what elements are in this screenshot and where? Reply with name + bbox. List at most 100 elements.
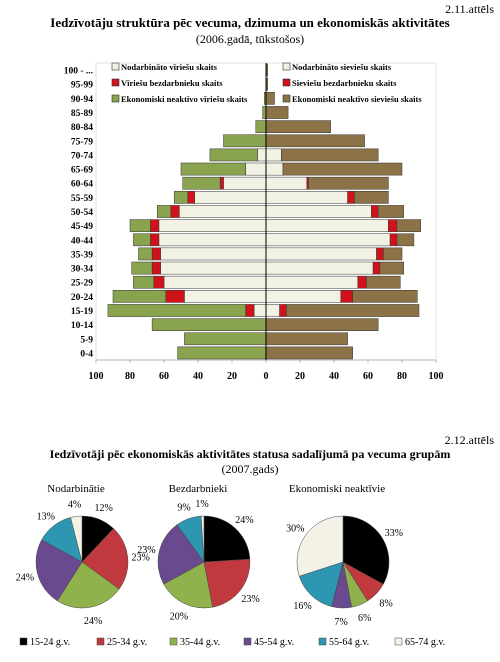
- bar-segment: [265, 318, 379, 331]
- x-tick-label: 40: [193, 371, 203, 382]
- pie-charts: Nodarbinātie 12% 23% 24% 24% 13% 4% Bezdarbniek…: [16, 483, 445, 648]
- x-tick-label: 40: [329, 371, 339, 382]
- bar-segment: [383, 247, 403, 261]
- pie-data-label: 8%: [379, 598, 392, 609]
- bar-segment: [177, 346, 267, 360]
- bar-segment: [129, 219, 151, 232]
- bar-segment: [265, 92, 275, 105]
- legend-swatch: [282, 62, 291, 71]
- bar-segment: [262, 106, 267, 119]
- y-tick-label: 30-34: [71, 265, 93, 275]
- pie-chart: Bezdarbnieki 24% 23% 20% 23% 9% 1%: [137, 483, 260, 622]
- pie-data-label: 23%: [241, 594, 259, 605]
- pie-slice: [81, 528, 129, 590]
- bar-segment: [265, 205, 372, 218]
- bar-segment: [306, 176, 309, 190]
- bar-segment: [265, 233, 391, 247]
- pie-data-label: 20%: [170, 611, 188, 622]
- bar-segment: [153, 275, 165, 289]
- y-tick-label: 95-99: [71, 81, 93, 91]
- legend-swatch: [394, 637, 403, 646]
- bar-segment: [255, 120, 267, 133]
- bar-segment: [265, 304, 280, 317]
- bar-segment: [163, 275, 267, 289]
- bar-segment: [158, 233, 267, 247]
- bar-segment: [366, 275, 401, 289]
- bar-segment: [179, 205, 267, 218]
- bar-segment: [357, 275, 367, 289]
- bar-segment: [265, 134, 365, 148]
- bar-segment: [379, 261, 404, 275]
- x-tick-label: 60: [159, 371, 169, 382]
- chart-subtitle: (2007.gads): [221, 462, 279, 476]
- pie-data-label: 30%: [286, 523, 304, 534]
- bar-segment: [257, 148, 267, 162]
- bar-segment: [245, 162, 267, 176]
- bar-segment: [354, 191, 389, 204]
- bar-segment: [308, 176, 389, 190]
- bar-segment: [160, 261, 267, 275]
- legend-label: Ekonomiski neaktīvo vīriešu skaits: [121, 94, 248, 104]
- y-tick-label: 10-14: [71, 321, 93, 331]
- bar-segment: [219, 176, 224, 190]
- bar-segment: [265, 162, 284, 176]
- legend-label: 65-74 g.v.: [405, 637, 445, 648]
- bar-segment: [187, 191, 195, 204]
- legend-label: 55-64 g.v.: [329, 637, 369, 648]
- bar-segment: [253, 304, 267, 317]
- pie-title: Ekonomiski neaktīvie: [289, 483, 385, 495]
- x-tick-label: 20: [227, 371, 237, 382]
- legend-swatch: [96, 637, 105, 646]
- bar-segment: [352, 290, 418, 303]
- legend-label: Nodarbināto sieviešu skaits: [292, 62, 392, 72]
- legend-label: Nodarbināto vīriešu skaits: [121, 62, 218, 72]
- bar-segment: [133, 275, 155, 289]
- bar-segment: [223, 176, 267, 190]
- bar-segment: [265, 148, 282, 162]
- bar-segment: [265, 261, 374, 275]
- pie-slice: [298, 561, 344, 607]
- legend-swatch: [318, 637, 327, 646]
- bar-segment: [194, 191, 267, 204]
- legend-swatch: [169, 637, 178, 646]
- pie-data-label: 9%: [177, 503, 190, 514]
- bar-segment: [160, 247, 267, 261]
- pie-slice: [296, 515, 344, 577]
- bar-segment: [182, 176, 221, 190]
- pie-slice: [342, 515, 390, 585]
- figure-number: 2.11.attēls: [445, 2, 494, 16]
- pie-data-label: 24%: [16, 573, 34, 584]
- bar-segment: [151, 261, 161, 275]
- y-tick-label: 5-9: [80, 335, 93, 345]
- bar-segment: [173, 191, 189, 204]
- x-tick-label: 20: [295, 371, 305, 382]
- bar-segment: [396, 233, 415, 247]
- pie-chart: Ekonomiski neaktīvie 33% 8% 6% 7% 16% 30%: [286, 483, 403, 628]
- y-tick-label: 25-29: [71, 279, 93, 289]
- bar-segment: [180, 162, 246, 176]
- y-tick-label: 20-24: [71, 293, 93, 303]
- bar-segment: [184, 290, 267, 303]
- pie-slice: [200, 515, 205, 563]
- bar-segment: [372, 261, 381, 275]
- bar-segment: [133, 233, 151, 247]
- bar-segment: [389, 233, 398, 247]
- y-tick-label: 70-74: [71, 151, 93, 161]
- bar-segment: [150, 219, 160, 232]
- bar-segment: [279, 304, 287, 317]
- bar-segment: [265, 176, 308, 190]
- bar-segment: [281, 148, 379, 162]
- bar-segment: [265, 106, 289, 119]
- population-pyramid-chart: 0-4 5-9 10-14 15-19 20-24 25-29 30-34 35-39 40-4…: [64, 62, 444, 382]
- bar-segment: [286, 304, 420, 317]
- legend-label: Sieviešu bezdarbnieku skaits: [292, 78, 397, 88]
- y-tick-label: 90-94: [71, 95, 93, 105]
- y-tick-label: 35-39: [71, 250, 93, 260]
- legend-label: Ekonomiski neaktīvo sieviešu skaits: [292, 94, 422, 104]
- legend-swatch: [19, 637, 28, 646]
- legend-swatch: [111, 62, 120, 71]
- bar-segment: [282, 162, 403, 176]
- pie-data-label: 12%: [95, 503, 113, 514]
- x-tick-label: 80: [397, 371, 407, 382]
- y-tick-label: 85-89: [71, 109, 93, 119]
